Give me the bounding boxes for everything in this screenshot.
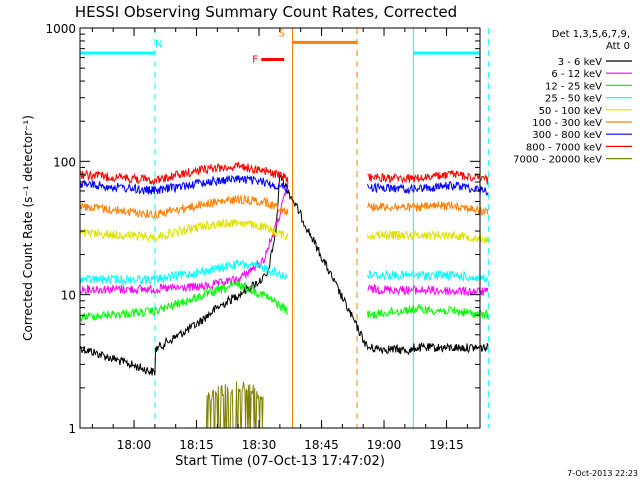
- chart-title: HESSI Observing Summary Count Rates, Cor…: [75, 3, 457, 21]
- x-tick-label: 18:00: [117, 438, 152, 452]
- y-tick-label: 10: [61, 289, 76, 303]
- series-2: [79, 280, 489, 324]
- legend-entry: 12 - 25 keV: [545, 81, 602, 92]
- x-tick-label: 18:30: [242, 438, 277, 452]
- flag-label-S: S: [279, 28, 285, 39]
- legend-entry: 100 - 300 keV: [532, 118, 602, 129]
- legend-entry: 300 - 800 keV: [532, 130, 602, 141]
- legend-entry: 50 - 100 keV: [539, 106, 603, 117]
- legend-entry: 7000 - 20000 keV: [513, 155, 602, 166]
- x-tick-label: 18:45: [304, 438, 339, 452]
- series-8: [205, 381, 264, 429]
- series-7: [79, 161, 489, 186]
- series-4: [79, 217, 489, 244]
- series-3: [79, 259, 489, 286]
- y-tick-label: 1000: [45, 22, 76, 36]
- x-tick-label: 19:00: [367, 438, 402, 452]
- timestamp: 7-Oct-2013 22:23: [567, 469, 638, 478]
- y-tick-label: 1: [68, 422, 76, 436]
- legend-header: Att 0: [606, 41, 630, 52]
- flag-label-F: F: [252, 55, 258, 66]
- x-axis-label: Start Time (07-Oct-13 17:47:02): [175, 454, 385, 469]
- y-axis-ticks: 1 10 100 1000: [45, 22, 480, 436]
- legend-entry: 800 - 7000 keV: [526, 142, 602, 153]
- y-axis-label: Corrected Count Rate (s⁻¹ detector⁻¹): [21, 115, 35, 341]
- flag-bars: N S F: [80, 28, 480, 66]
- vertical-markers: [154, 28, 489, 428]
- legend-entry: 3 - 6 keV: [558, 57, 602, 68]
- x-tick-label: 19:15: [429, 438, 464, 452]
- series-lines: [79, 161, 489, 429]
- series-1: [79, 181, 489, 297]
- flag-F: F: [252, 55, 285, 66]
- flag-N: N: [80, 39, 480, 55]
- series-5: [79, 194, 489, 220]
- x-tick-label: 18:15: [179, 438, 214, 452]
- y-tick-label: 100: [53, 155, 76, 169]
- flag-S: S: [279, 28, 358, 44]
- x-axis-ticks: 18:00 18:15 18:30 18:45 19:00 19:15: [91, 28, 468, 452]
- legend-entry: 25 - 50 keV: [545, 94, 602, 105]
- flag-label-N: N: [155, 39, 162, 50]
- legend-header: Det 1,3,5,6,7,9,: [552, 29, 630, 40]
- legend-entry: 6 - 12 keV: [551, 69, 602, 80]
- series-6: [79, 174, 489, 196]
